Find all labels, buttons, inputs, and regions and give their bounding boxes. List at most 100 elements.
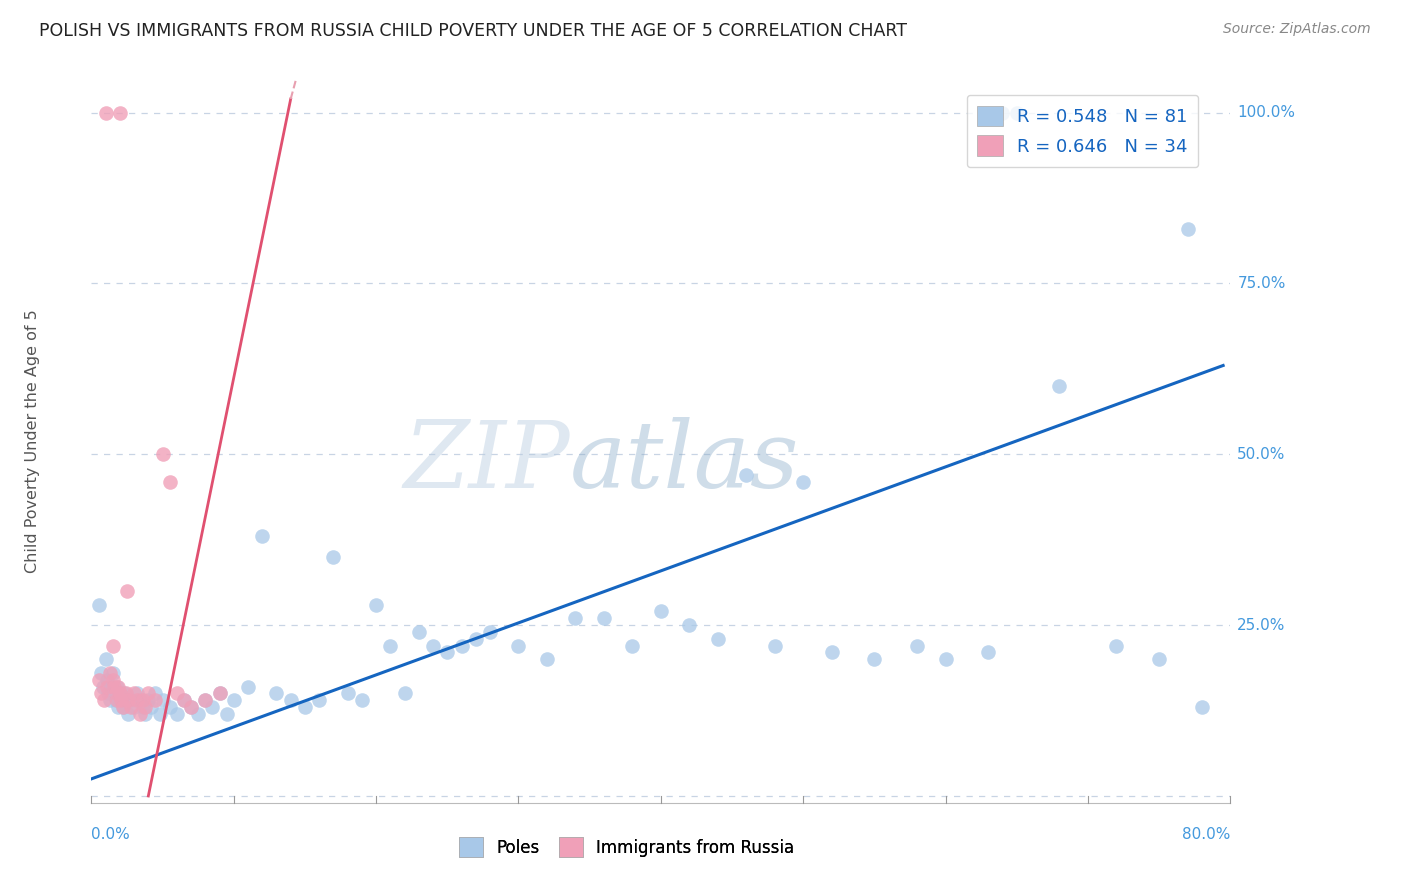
Poles [991,105,1014,120]
Text: ZIP: ZIP [404,417,569,508]
Immigrants from Russia [93,693,115,707]
Poles [394,686,416,700]
Poles [215,706,238,721]
Immigrants from Russia [194,693,217,707]
Poles [706,632,728,646]
Poles [536,652,558,666]
Poles [1049,379,1071,393]
Immigrants from Russia [152,447,174,461]
Poles [149,706,172,721]
Immigrants from Russia [180,700,202,714]
Poles [236,680,259,694]
Immigrants from Russia [105,693,128,707]
Immigrants from Russia [103,680,125,694]
Poles [364,598,387,612]
Immigrants from Russia [114,686,136,700]
Poles [105,680,128,694]
Immigrants from Russia [159,475,181,489]
Poles [1177,222,1199,236]
Text: 25.0%: 25.0% [1237,617,1285,632]
Poles [187,706,209,721]
Immigrants from Russia [96,680,118,694]
Poles [87,598,110,612]
Immigrants from Russia [134,700,156,714]
Poles [98,693,121,707]
Legend: Poles, Immigrants from Russia: Poles, Immigrants from Russia [453,830,800,863]
Poles [1105,639,1128,653]
Immigrants from Russia [208,686,231,700]
Poles [94,652,117,666]
Text: POLISH VS IMMIGRANTS FROM RUSSIA CHILD POVERTY UNDER THE AGE OF 5 CORRELATION CH: POLISH VS IMMIGRANTS FROM RUSSIA CHILD P… [39,22,907,40]
Poles [905,639,928,653]
Immigrants from Russia [110,693,132,707]
Poles [308,693,330,707]
Poles [564,611,586,625]
Poles [678,618,700,632]
Poles [97,686,120,700]
Poles [593,611,616,625]
Poles [450,639,472,653]
Poles [201,700,224,714]
Immigrants from Russia [90,686,112,700]
Text: Child Poverty Under the Age of 5: Child Poverty Under the Age of 5 [25,309,41,573]
Poles [735,467,758,482]
Immigrants from Russia [122,686,145,700]
Poles [763,639,786,653]
Poles [122,700,145,714]
Poles [350,693,373,707]
Poles [152,693,174,707]
Immigrants from Russia [108,686,131,700]
Poles [1147,652,1170,666]
Immigrants from Russia [131,693,153,707]
Poles [863,652,886,666]
Text: 80.0%: 80.0% [1182,827,1230,842]
Poles [194,693,217,707]
Poles [977,645,1000,659]
Poles [90,665,112,680]
Text: 0.0%: 0.0% [91,827,131,842]
Poles [166,706,188,721]
Text: 100.0%: 100.0% [1237,105,1295,120]
Poles [1191,700,1213,714]
Immigrants from Russia [101,639,124,653]
Poles [820,645,842,659]
Poles [108,686,131,700]
Immigrants from Russia [138,686,160,700]
Poles [250,529,273,543]
Poles [222,693,245,707]
Poles [792,475,814,489]
Poles [464,632,486,646]
Poles [128,693,150,707]
Immigrants from Russia [111,700,134,714]
Poles [180,700,202,714]
Poles [111,700,134,714]
Poles [101,665,124,680]
Poles [120,693,142,707]
Poles [104,693,127,707]
Poles [107,700,129,714]
Immigrants from Russia [166,686,188,700]
Poles [91,680,114,694]
Text: 75.0%: 75.0% [1237,276,1285,291]
Poles [650,605,672,619]
Text: 50.0%: 50.0% [1237,447,1285,462]
Poles [1005,105,1028,120]
Immigrants from Russia [117,693,139,707]
Poles [145,686,167,700]
Poles [934,652,956,666]
Poles [422,639,444,653]
Poles [125,686,148,700]
Poles [112,686,135,700]
Poles [508,639,530,653]
Poles [173,693,195,707]
Immigrants from Russia [120,700,142,714]
Immigrants from Russia [107,680,129,694]
Immigrants from Russia [104,686,127,700]
Immigrants from Russia [87,673,110,687]
Poles [280,693,302,707]
Poles [159,700,181,714]
Poles [621,639,644,653]
Poles [436,645,458,659]
Immigrants from Russia [125,693,148,707]
Immigrants from Russia [145,693,167,707]
